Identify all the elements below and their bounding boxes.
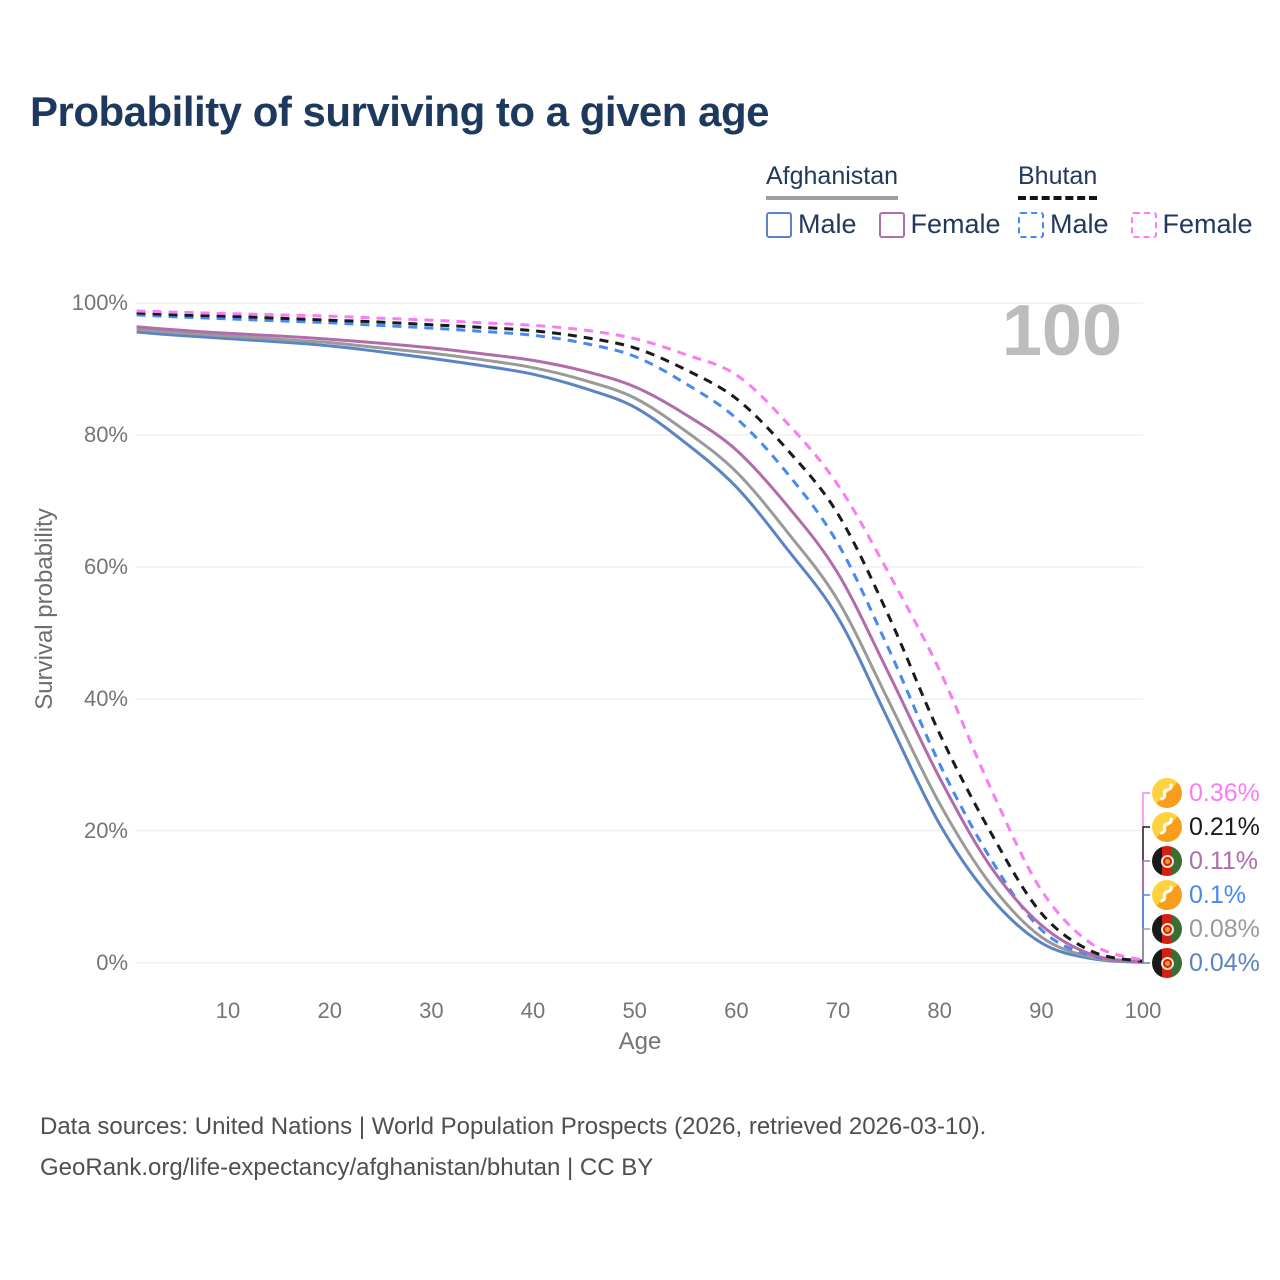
legend-item-label: Female <box>1162 209 1253 239</box>
checkbox-icon[interactable] <box>878 211 905 238</box>
y-tick-label: 60% <box>83 553 128 579</box>
data-source-line1: Data sources: United Nations | World Pop… <box>40 1113 987 1140</box>
legend-checkbox-bhutan-female[interactable]: Female <box>1130 209 1253 240</box>
x-tick-label: 70 <box>825 998 851 1023</box>
end-label-connector <box>1142 860 1150 962</box>
x-tick-label: 20 <box>317 998 342 1023</box>
end-label-afghanistan-female: 0.11% <box>1152 845 1258 877</box>
end-label-value: 0.1% <box>1189 880 1246 909</box>
line-afghanistan-both[interactable] <box>136 327 1144 964</box>
y-tick-label: 40% <box>83 685 128 711</box>
end-label-value: 0.36% <box>1189 778 1260 807</box>
x-axis-title: Age <box>618 1028 662 1055</box>
age-counter-watermark: 100 <box>1001 291 1122 371</box>
x-tick-label: 60 <box>724 998 749 1023</box>
end-label-bhutan-male: 0.1% <box>1152 879 1246 911</box>
x-tick-label: 100 <box>1124 998 1162 1023</box>
legend-item-label: Female <box>910 209 1001 239</box>
flag-icon-bhutan <box>1152 778 1182 808</box>
legend-checkbox-afghanistan-female[interactable]: Female <box>878 209 1001 240</box>
y-axis-title: Survival probability <box>31 508 58 710</box>
legend-item-label: Male <box>1050 209 1109 239</box>
y-tick-label: 20% <box>83 817 128 843</box>
x-tick-label: 30 <box>419 998 444 1023</box>
end-label-bhutan-female: 0.36% <box>1152 777 1260 809</box>
legend-checkbox-afghanistan-male[interactable]: Male <box>766 209 857 240</box>
legend-row-bhutan: Male Female <box>1018 209 1253 240</box>
legend-checkbox-bhutan-male[interactable]: Male <box>1018 209 1109 240</box>
end-label-afghanistan-male: 0.04% <box>1152 947 1260 979</box>
y-tick-label: 80% <box>83 421 128 447</box>
end-label-connector <box>1142 826 1150 962</box>
legend-country-bhutan[interactable]: Bhutan <box>1018 162 1098 200</box>
flag-icon-afghanistan <box>1152 948 1182 978</box>
legend-item-label: Male <box>798 209 857 239</box>
legend-row-afghanistan: Male Female <box>766 209 1001 240</box>
end-label-bhutan-both: 0.21% <box>1152 811 1260 843</box>
legend-country-afghanistan[interactable]: Afghanistan <box>766 162 899 200</box>
x-tick-label: 80 <box>927 998 952 1023</box>
end-label-connector <box>1142 792 1150 961</box>
end-label-connector <box>1142 962 1150 964</box>
end-label-value: 0.21% <box>1189 812 1260 841</box>
legend-group-afghanistan: Afghanistan Male Female <box>766 162 1001 240</box>
checkbox-icon[interactable] <box>1018 211 1044 238</box>
x-tick-label: 50 <box>622 998 647 1023</box>
flag-icon-bhutan <box>1152 812 1182 842</box>
line-bhutan-female[interactable] <box>136 309 1144 962</box>
x-tick-label: 40 <box>520 998 546 1023</box>
end-label-connector <box>1142 928 1150 963</box>
checkbox-icon[interactable] <box>1130 211 1157 238</box>
checkbox-icon[interactable] <box>766 211 792 238</box>
flag-icon-afghanistan <box>1152 846 1182 876</box>
line-afghanistan-male[interactable] <box>136 330 1144 964</box>
legend-group-bhutan: Bhutan Male Female <box>1018 162 1253 240</box>
flag-icon-afghanistan <box>1152 914 1182 944</box>
x-tick-label: 10 <box>215 998 241 1023</box>
end-label-value: 0.11% <box>1189 846 1259 875</box>
end-label-value: 0.08% <box>1189 914 1260 943</box>
line-bhutan-male[interactable] <box>136 313 1144 964</box>
flag-icon-bhutan <box>1152 880 1182 910</box>
line-afghanistan-female[interactable] <box>136 325 1144 964</box>
y-tick-label: 100% <box>71 290 128 315</box>
y-tick-label: 0% <box>96 949 128 975</box>
x-tick-label: 90 <box>1029 998 1054 1023</box>
data-source-line2: GeoRank.org/life-expectancy/afghanistan/… <box>40 1154 654 1181</box>
line-bhutan-both[interactable] <box>136 311 1144 963</box>
end-label-afghanistan-both: 0.08% <box>1152 913 1260 945</box>
end-label-value: 0.04% <box>1189 948 1260 977</box>
page-title: Probability of surviving to a given age <box>30 88 769 135</box>
data-source-footer: Data sources: United Nations | World Pop… <box>40 1106 986 1188</box>
